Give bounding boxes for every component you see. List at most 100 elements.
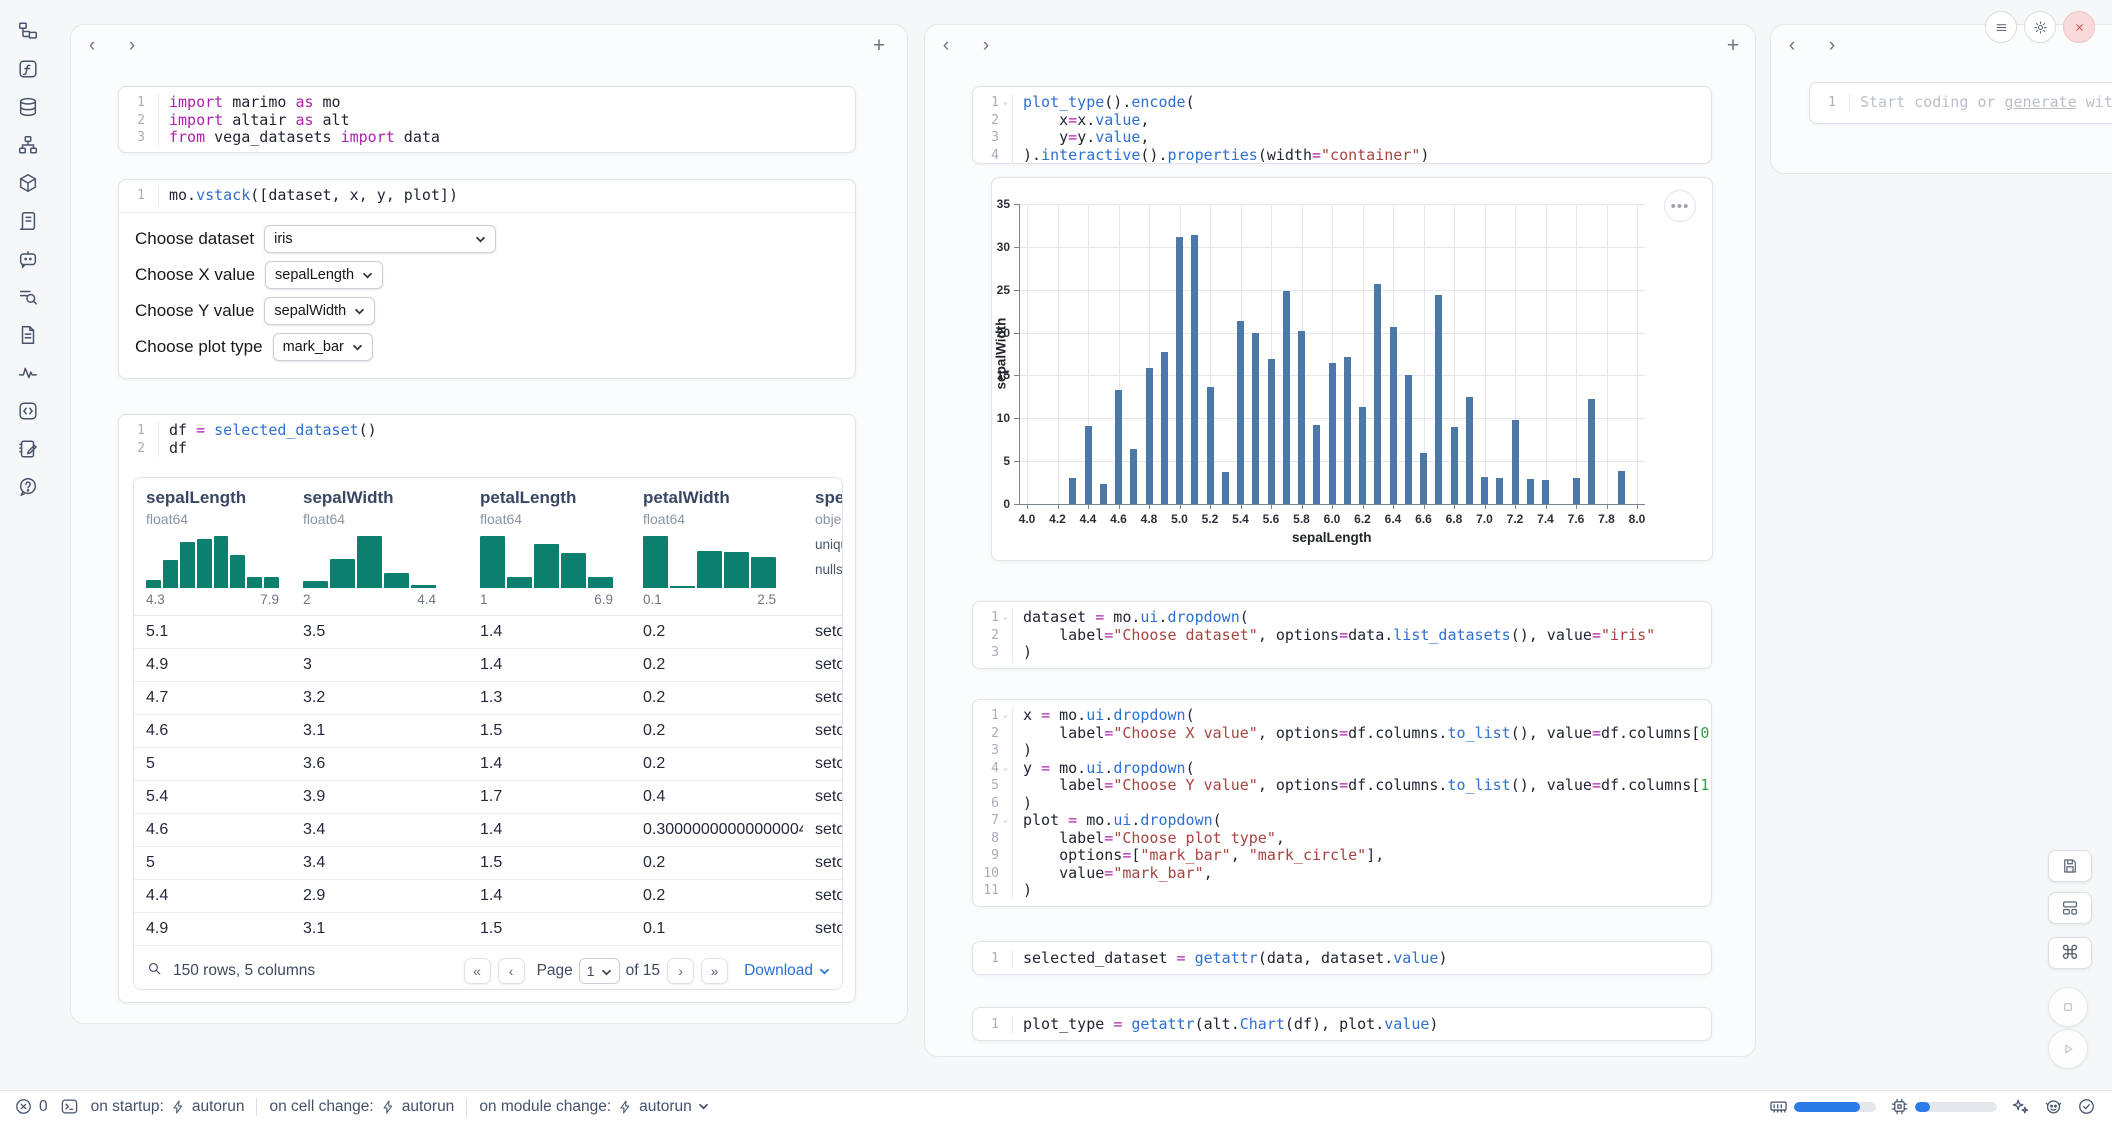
column-histogram[interactable]	[146, 536, 279, 588]
bar[interactable]	[1252, 333, 1259, 504]
fold-chevron-icon[interactable]: ⌄	[999, 707, 1012, 725]
bar-chart[interactable]: 4.04.24.44.64.85.05.25.45.65.86.06.26.46…	[992, 178, 1712, 560]
bar[interactable]	[1344, 357, 1351, 504]
code-editor[interactable]: 1mo.vstack([dataset, x, y, plot])	[119, 180, 855, 213]
page-select[interactable]: 1	[579, 958, 620, 984]
code-editor[interactable]: 1selected_dataset = getattr(data, datase…	[973, 942, 1711, 976]
cell-selected-dataset[interactable]: 1selected_dataset = getattr(data, datase…	[972, 941, 1712, 975]
fold-chevron-icon[interactable]: ⌄	[999, 609, 1012, 627]
code-editor[interactable]: 1df = selected_dataset()2df	[119, 415, 855, 464]
sidebar-package-cube-button[interactable]	[15, 170, 41, 196]
ram-usage[interactable]	[1769, 1097, 1876, 1116]
layout-button[interactable]	[2048, 892, 2092, 924]
column-histogram[interactable]	[480, 536, 613, 588]
next-page-button[interactable]: ›	[667, 958, 694, 984]
bar[interactable]	[1100, 484, 1107, 504]
bar[interactable]	[1283, 291, 1290, 504]
dropdown-choose-x-value[interactable]: sepalLength	[265, 261, 383, 289]
chart-output[interactable]: 4.04.24.44.64.85.05.25.45.65.86.06.26.46…	[991, 177, 1713, 561]
table-row[interactable]: 5.43.91.70.4setosa	[134, 781, 842, 814]
cpu-usage[interactable]	[1890, 1097, 1997, 1116]
chevron-left-icon[interactable]: ‹	[1779, 33, 1805, 59]
column-header-species[interactable]: speciesobjectunique:nulls:	[803, 478, 843, 615]
cell-plot-encode[interactable]: 1⌄plot_type().encode(2 x=x.value,3 y=y.v…	[972, 86, 1712, 164]
bar[interactable]	[1420, 453, 1427, 504]
code-editor[interactable]: 1plot_type = getattr(alt.Chart(df), plot…	[973, 1008, 1711, 1042]
bar[interactable]	[1237, 321, 1244, 504]
bar[interactable]	[1191, 235, 1198, 504]
bar[interactable]	[1512, 420, 1519, 504]
table-row[interactable]: 4.931.40.2setosa	[134, 649, 842, 682]
table-row[interactable]: 4.42.91.40.2setosa	[134, 880, 842, 913]
bar[interactable]	[1618, 471, 1625, 504]
bar[interactable]	[1588, 399, 1595, 504]
ai-assist-button[interactable]	[2011, 1097, 2030, 1116]
bar[interactable]	[1374, 284, 1381, 504]
cell-empty-new[interactable]: 1 Start coding or generate with AI	[1809, 82, 2112, 124]
bar[interactable]	[1146, 368, 1153, 504]
add-cell-button[interactable]: +	[866, 33, 892, 59]
copilot-button[interactable]	[2044, 1097, 2063, 1116]
bar[interactable]	[1573, 478, 1580, 504]
bar[interactable]	[1298, 331, 1305, 504]
bar[interactable]	[1069, 478, 1076, 504]
sidebar-activity-pulse-button[interactable]	[15, 360, 41, 386]
bar[interactable]	[1390, 327, 1397, 504]
column-header-petalLength[interactable]: petalLengthfloat6416.9	[468, 478, 631, 615]
chevron-left-icon[interactable]: ‹	[79, 33, 105, 59]
sidebar-help-bubble-button[interactable]	[15, 474, 41, 500]
chart-menu-button[interactable]: •••	[1664, 190, 1696, 222]
code-editor[interactable]: 1⌄dataset = mo.ui.dropdown(2 label="Choo…	[973, 602, 1711, 669]
cell-dataset-dropdown[interactable]: 1⌄dataset = mo.ui.dropdown(2 label="Choo…	[972, 601, 1712, 669]
column-header-petalWidth[interactable]: petalWidthfloat640.12.5	[631, 478, 803, 615]
menu-button[interactable]	[1985, 11, 2017, 43]
run-button[interactable]	[2048, 1029, 2088, 1069]
column-histogram[interactable]	[303, 536, 436, 588]
bar[interactable]	[1176, 237, 1183, 504]
cell-dataframe[interactable]: 1df = selected_dataset()2df sepalLengthf…	[118, 414, 856, 1003]
table-row[interactable]: 4.93.11.50.1setosa	[134, 913, 842, 946]
table-row[interactable]: 4.73.21.30.2setosa	[134, 682, 842, 715]
code-editor[interactable]: 1⌄x = mo.ui.dropdown(2 label="Choose X v…	[973, 700, 1711, 907]
bar[interactable]	[1542, 480, 1549, 504]
sidebar-document-page-button[interactable]	[15, 322, 41, 348]
stop-button[interactable]	[2048, 987, 2088, 1027]
runtime-item[interactable]: on startup:autorun	[91, 1098, 245, 1116]
search-icon[interactable]	[146, 960, 163, 982]
fold-chevron-icon[interactable]: ⌄	[999, 94, 1012, 112]
sidebar-dependency-graph-button[interactable]	[15, 132, 41, 158]
chevron-left-icon[interactable]: ‹	[933, 33, 959, 59]
column-header-sepalWidth[interactable]: sepalWidthfloat6424.4	[291, 478, 468, 615]
cell-vstack[interactable]: 1mo.vstack([dataset, x, y, plot]) Choose…	[118, 179, 856, 379]
table-row[interactable]: 4.63.41.40.30000000000000004setosa	[134, 814, 842, 847]
sidebar-chat-bot-button[interactable]	[15, 246, 41, 272]
save-button[interactable]	[2048, 850, 2092, 882]
bar[interactable]	[1222, 472, 1229, 504]
cell-plot-type[interactable]: 1plot_type = getattr(alt.Chart(df), plot…	[972, 1007, 1712, 1041]
code-editor[interactable]: 1⌄plot_type().encode(2 x=x.value,3 y=y.v…	[973, 87, 1711, 171]
terminal-button[interactable]	[60, 1097, 79, 1116]
bar[interactable]	[1313, 425, 1320, 504]
fold-chevron-icon[interactable]: ⌄	[999, 812, 1012, 830]
bar[interactable]	[1466, 397, 1473, 504]
code-editor[interactable]: 1import marimo as mo2import altair as al…	[119, 87, 855, 154]
bar[interactable]	[1451, 427, 1458, 504]
sidebar-log-search-button[interactable]	[15, 284, 41, 310]
chevron-right-icon[interactable]: ›	[973, 33, 999, 59]
column-header-sepalLength[interactable]: sepalLengthfloat644.37.9	[134, 478, 291, 615]
connection-status-button[interactable]	[2077, 1097, 2096, 1116]
chevron-right-icon[interactable]: ›	[119, 33, 145, 59]
bar[interactable]	[1405, 375, 1412, 504]
table-row[interactable]: 4.63.11.50.2setosa	[134, 715, 842, 748]
bar[interactable]	[1496, 478, 1503, 504]
fold-chevron-icon[interactable]: ⌄	[999, 760, 1012, 778]
download-button[interactable]: Download	[744, 962, 830, 980]
generate-with-ai-link[interactable]: generate	[2005, 94, 2077, 111]
column-histogram[interactable]	[643, 536, 776, 588]
bar[interactable]	[1329, 363, 1336, 504]
error-count[interactable]: 0	[14, 1097, 48, 1116]
cell-imports[interactable]: 1import marimo as mo2import altair as al…	[118, 86, 856, 153]
bar[interactable]	[1268, 359, 1275, 504]
sidebar-database-button[interactable]	[15, 94, 41, 120]
sidebar-file-tree-button[interactable]	[15, 18, 41, 44]
